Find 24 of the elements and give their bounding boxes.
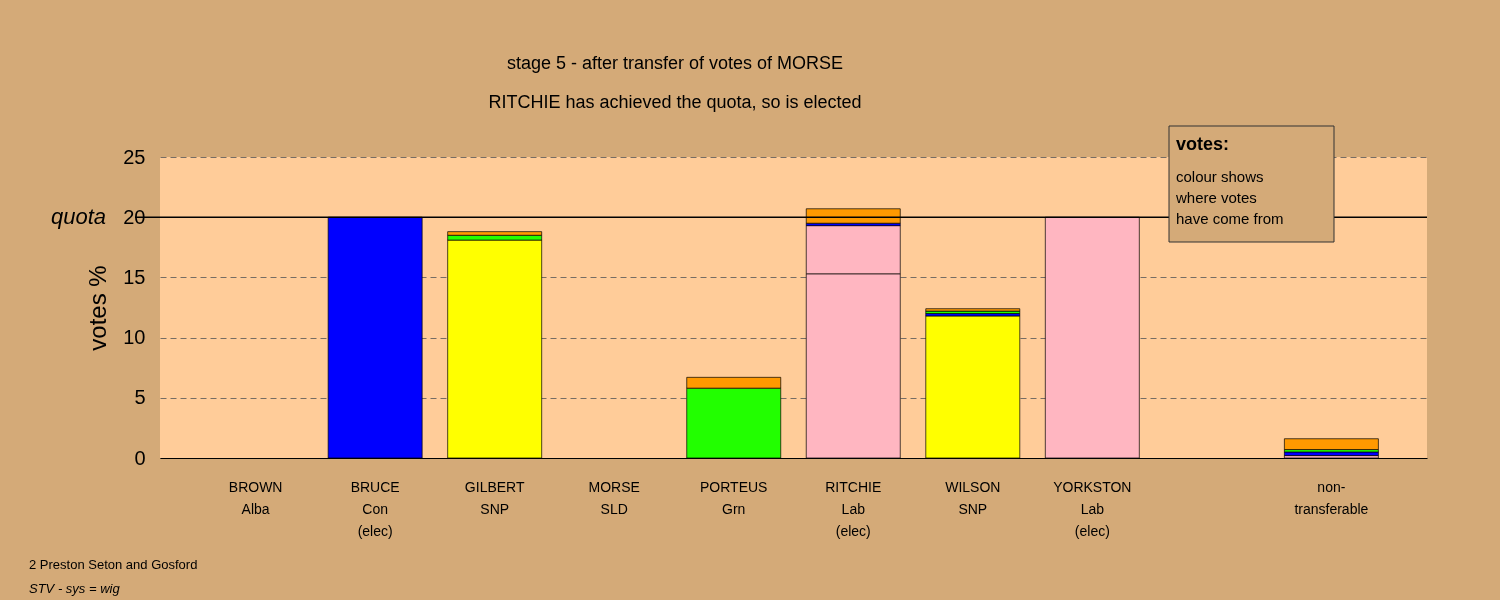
text: STV - sys = wig [29, 581, 121, 596]
x-tick-label: non- transferable [1294, 478, 1369, 517]
x-tick-label: WILSON SNP [945, 478, 1001, 517]
y-tick-label: 25 [123, 145, 146, 168]
x-tick-label: PORTEUS Grn [700, 478, 768, 517]
text: 2 Preston Seton and Gosford [29, 557, 198, 572]
x-tick-label: BROWN Alba [228, 478, 283, 517]
x-tick-label: BRUCE Con (elec) [350, 478, 400, 539]
x-tick-label: GILBERT SNP [464, 478, 525, 517]
y-tick-label: 5 [134, 386, 146, 409]
ref-line-label: quota [50, 204, 106, 230]
x-tick-label: YORKSTON Lab (elec) [1053, 478, 1132, 539]
y-tick-label: 15 [123, 265, 146, 288]
x-tick-label: RITCHIE Lab (elec) [825, 478, 882, 539]
chart-subtitle: RITCHIE has achieved the quota, so is elected [488, 92, 862, 112]
y-axis-title: votes % [84, 265, 112, 351]
chart-title: stage 5 - after transfer of votes of MORSE [506, 53, 844, 73]
y-tick-label: 0 [134, 446, 146, 469]
x-tick-label: MORSE SLD [588, 478, 640, 517]
text: votes: [1176, 134, 1230, 154]
y-tick-label: 10 [123, 326, 146, 349]
bar [1284, 438, 1379, 450]
y-tick-label: 20 [123, 205, 146, 228]
annotation: colour shows where votes have come from [1175, 168, 1284, 227]
